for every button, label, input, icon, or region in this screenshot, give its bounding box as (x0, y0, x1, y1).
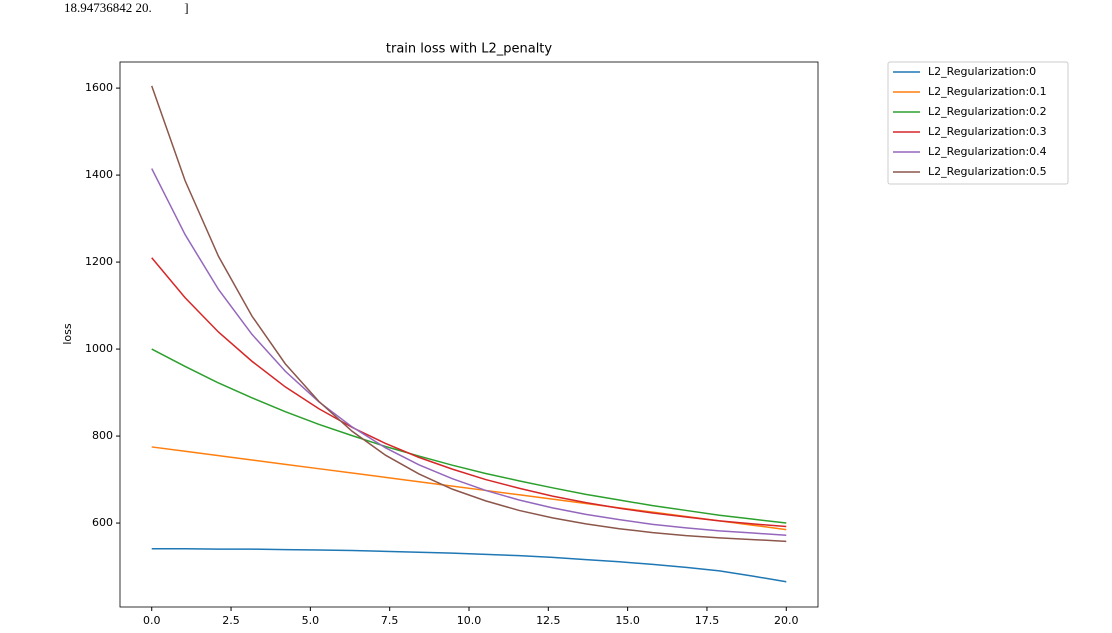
x-tick-label: 20.0 (774, 614, 799, 627)
chart-title: train loss with L2_penalty (386, 42, 553, 57)
legend-box (887, 61, 1069, 185)
y-tick-label: 1400 (85, 168, 113, 181)
y-tick-label: 600 (92, 516, 113, 529)
y-tick-label: 1200 (85, 255, 113, 268)
x-tick-label: 10.0 (457, 614, 482, 627)
line (151, 168, 787, 536)
x-tick-label: 0.0 (143, 614, 161, 627)
legend-label: L2_Regularization:0.4 (928, 145, 1047, 158)
y-axis-label: loss (61, 323, 74, 345)
y-tick-label: 1600 (85, 81, 113, 94)
x-tick-label: 15.0 (615, 614, 640, 627)
line (151, 348, 787, 524)
x-tick-label: 5.0 (302, 614, 320, 627)
x-tick-label: 12.5 (536, 614, 561, 627)
x-tick-label: 7.5 (381, 614, 399, 627)
plot-frame (119, 61, 819, 608)
output-text: 18.94736842 20. ] (64, 0, 189, 15)
legend-label: L2_Regularization:0 (928, 65, 1036, 78)
line (151, 85, 787, 543)
legend-label: L2_Regularization:0.1 (928, 85, 1047, 98)
legend-label: L2_Regularization:0.2 (928, 105, 1047, 118)
legend-label: L2_Regularization:0.3 (928, 125, 1047, 138)
y-tick-label: 800 (92, 429, 113, 442)
line (151, 547, 787, 583)
x-tick-label: 2.5 (222, 614, 240, 627)
y-tick-label: 1000 (85, 342, 113, 355)
line (151, 257, 787, 528)
legend-label: L2_Regularization:0.5 (928, 165, 1047, 178)
x-tick-label: 17.5 (695, 614, 720, 627)
